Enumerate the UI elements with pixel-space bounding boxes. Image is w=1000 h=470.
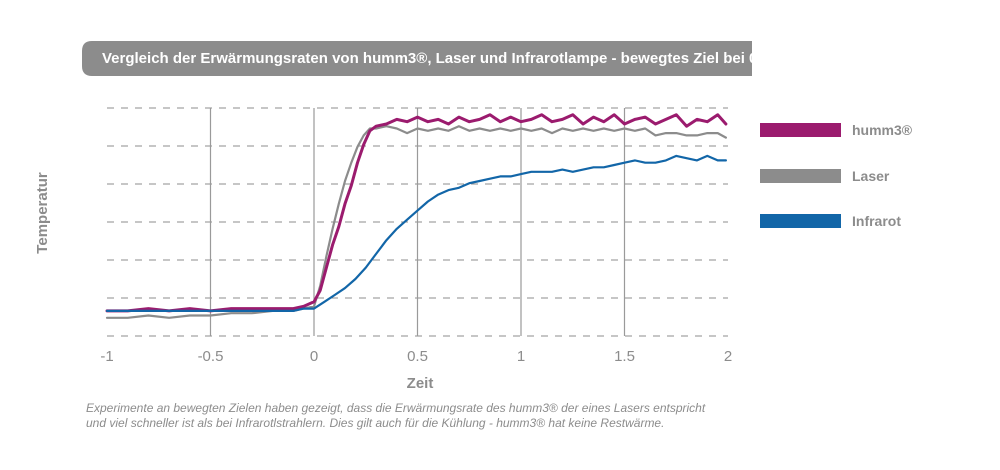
x-tick-label: 0 [310, 348, 318, 365]
x-tick-label: 1 [517, 348, 525, 365]
legend-swatch [760, 123, 841, 137]
caption-line-1: Experimente an bewegten Zielen haben gez… [86, 401, 706, 415]
x-tick-label: -0.5 [198, 348, 224, 365]
grid [107, 107, 728, 337]
x-tick-label: 1.5 [614, 348, 635, 365]
series-layer [105, 113, 728, 319]
x-tick-labels: -1 -0.5 0 0.5 1 1.5 2 [100, 348, 732, 365]
legend-label: humm3® [852, 122, 913, 138]
title-band [82, 41, 752, 76]
legend: humm3® Laser Infrarot [760, 122, 913, 229]
series-line-0 [105, 113, 728, 313]
caption-line-2: und viel schneller ist als bei Infrarotl… [86, 416, 665, 430]
series-line-2 [105, 154, 727, 312]
legend-label: Infrarot [852, 213, 901, 229]
legend-swatch [760, 169, 841, 183]
legend-swatch [760, 214, 841, 228]
y-axis-label: Temperatur [34, 172, 51, 254]
x-axis-label: Zeit [407, 375, 434, 392]
x-tick-label: 0.5 [407, 348, 428, 365]
x-tick-label: 2 [724, 348, 732, 365]
chart-title: Vergleich der Erwärmungsraten von humm3®… [102, 50, 808, 67]
caption: Experimente an bewegten Zielen haben gez… [86, 401, 786, 431]
x-tick-label: -1 [100, 348, 113, 365]
legend-label: Laser [852, 168, 890, 184]
